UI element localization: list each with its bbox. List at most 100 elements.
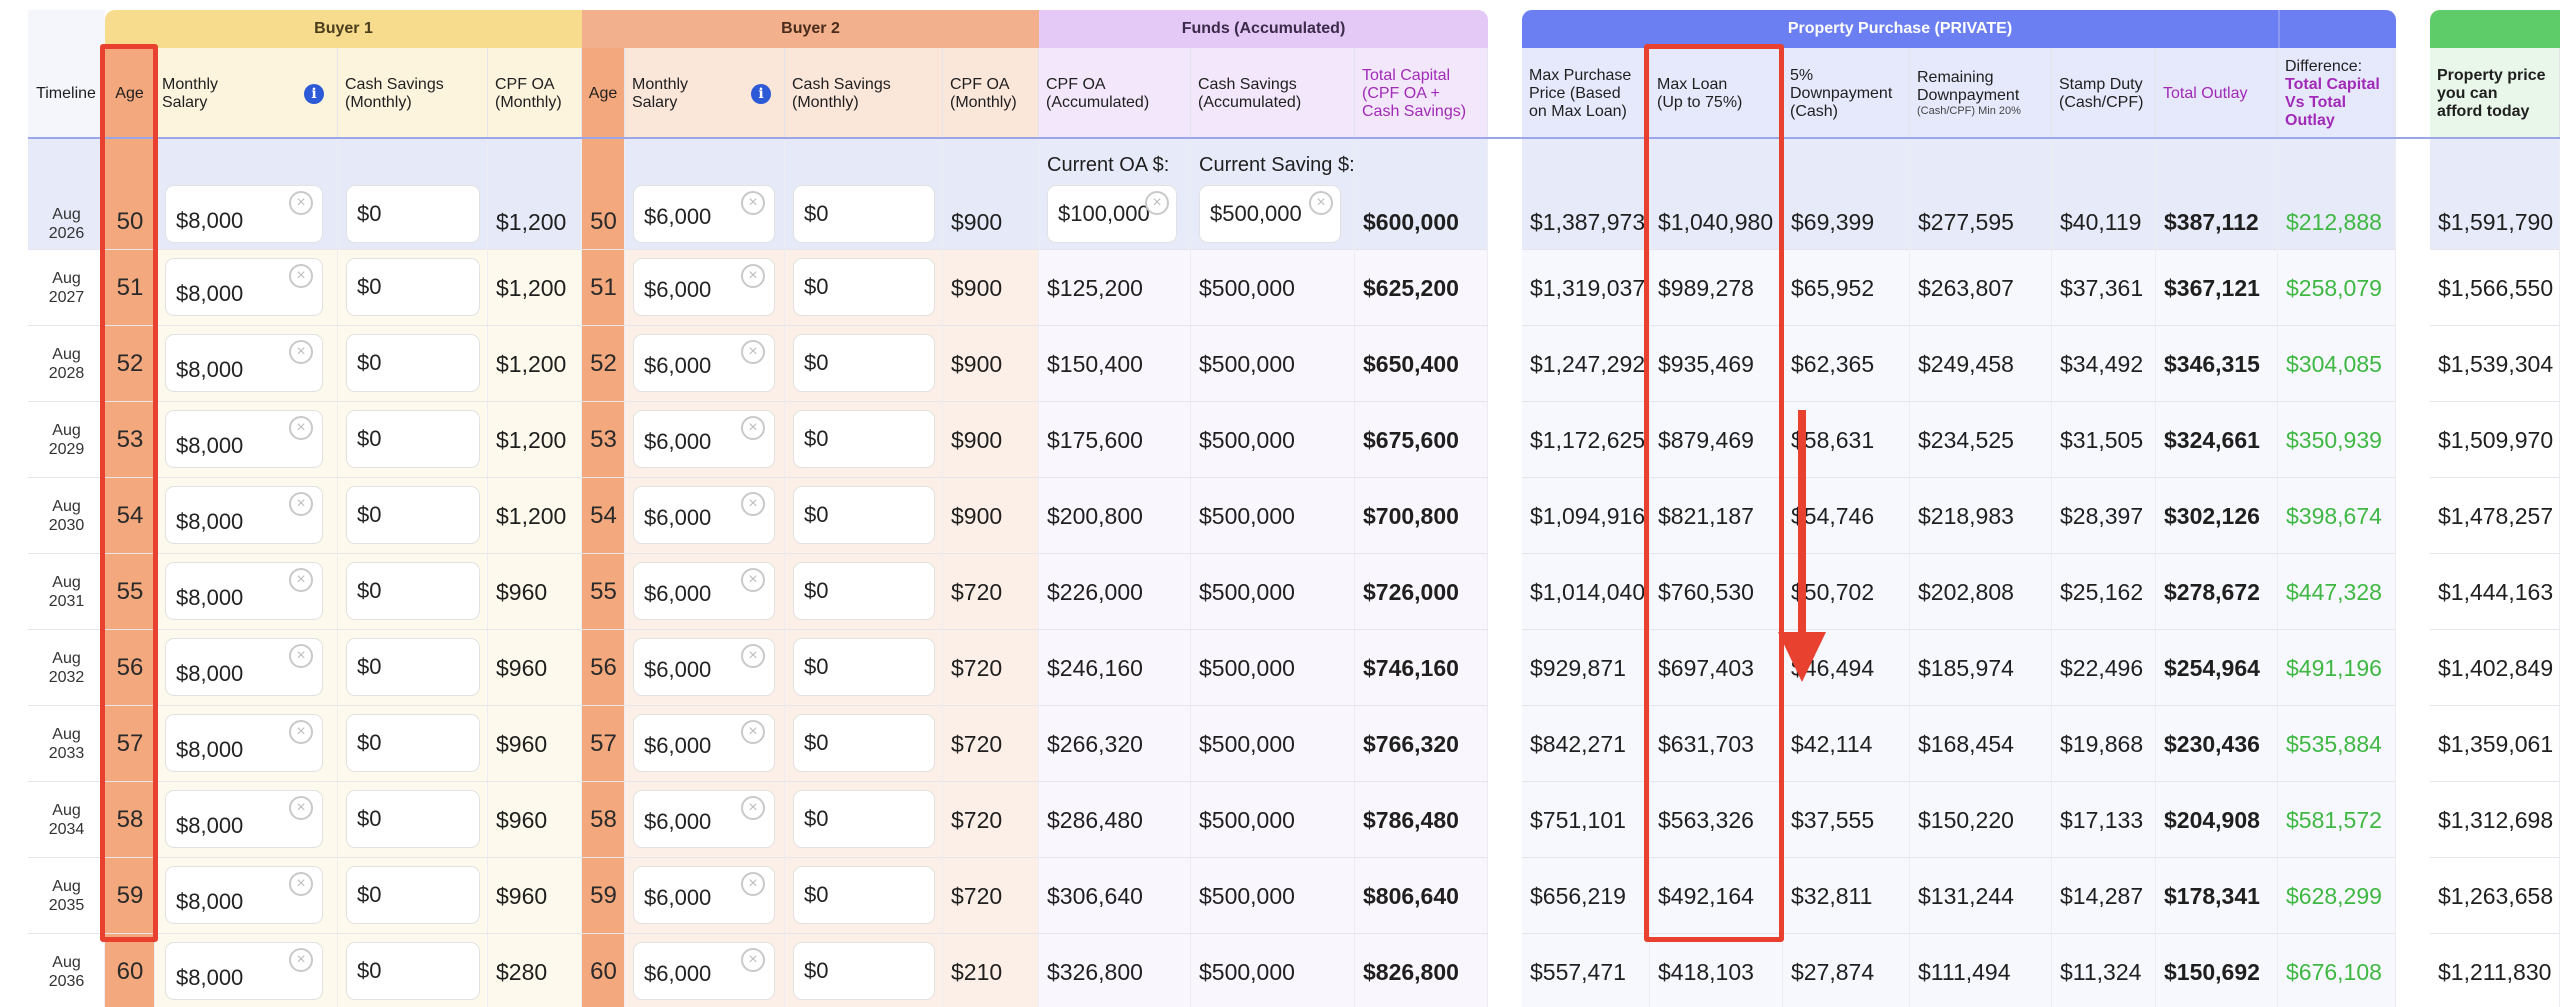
cell-age2 [582,478,625,554]
timeline-month: Aug [52,650,81,667]
cell-maxloan [1650,782,1783,858]
cell-gap1 [1488,478,1522,554]
cash-savings-input-buyer1[interactable]: $0 [346,942,480,1000]
cell-stamp [2052,478,2156,554]
info-icon[interactable]: i [751,84,771,104]
header-monthly-salary-buyer1-line: Monthly [162,75,219,93]
cash-savings-input-buyer2[interactable]: $0 [793,185,935,243]
input-value: $0 [804,882,829,907]
cash-savings-input-buyer2[interactable]: $0 [793,790,935,848]
input-value: $0 [804,958,829,983]
input-value: $8,000 [176,357,244,382]
value-total: $726,000 [1363,578,1459,605]
cell-diff [2278,934,2396,1007]
cash-savings-input-buyer1[interactable]: $0 [346,185,480,243]
clear-input-icon[interactable]: × [289,720,313,744]
cell-cpf2 [943,782,1039,858]
clear-input-icon[interactable]: × [741,492,765,516]
clear-input-icon[interactable]: × [741,644,765,668]
header-5pct-downpayment: 5% Downpayment (Cash) [1783,48,1910,139]
salary-input-buyer1[interactable]: $8,000 [165,714,323,772]
value-cashacc: $500,000 [1199,958,1295,985]
clear-input-icon[interactable]: × [741,872,765,896]
cash-savings-input-buyer1[interactable]: $0 [346,866,480,924]
cash-savings-input-buyer2[interactable]: $0 [793,410,935,468]
clear-input-icon[interactable]: × [289,340,313,364]
cell-timeline [28,858,105,934]
clear-input-icon[interactable]: × [289,948,313,972]
cell-afford [2430,934,2560,1007]
cell-cashacc [1191,782,1355,858]
cash-savings-input-buyer2[interactable]: $0 [793,866,935,924]
cell-diff [2278,706,2396,782]
cash-savings-input-buyer2[interactable]: $0 [793,258,935,316]
clear-input-icon[interactable]: × [741,796,765,820]
header-property-price-afford-line: you can [2437,84,2498,102]
input-value: $8,000 [176,433,244,458]
header-cpf-oa-buyer2: CPF OA (Monthly) [943,48,1039,139]
clear-input-icon[interactable]: × [289,191,313,215]
cash-savings-input-buyer1[interactable]: $0 [346,258,480,316]
cell-stamp [2052,326,2156,402]
cash-savings-input-buyer1[interactable]: $0 [346,714,480,772]
value-diff: $447,328 [2286,578,2382,605]
clear-input-icon[interactable]: × [289,568,313,592]
cash-savings-input-buyer1[interactable]: $0 [346,486,480,544]
clear-input-icon[interactable]: × [289,492,313,516]
clear-input-icon[interactable]: × [741,191,765,215]
clear-input-icon[interactable]: × [289,796,313,820]
value-cpf2: $900 [951,350,1003,377]
clear-input-icon[interactable]: × [1309,191,1333,215]
cash-savings-input-buyer2[interactable]: $0 [793,562,935,620]
clear-input-icon[interactable]: × [741,340,765,364]
header-timeline-line: Timeline [36,84,96,102]
current-saving-label: Current Saving $: [1199,153,1355,176]
clear-input-icon[interactable]: × [1145,191,1169,215]
timeline-year: 2034 [48,821,85,838]
value-afford: $1,509,970 [2438,426,2554,453]
cash-savings-input-buyer1[interactable]: $0 [346,790,480,848]
cell-gap2 [2396,250,2430,326]
value-maxprice: $842,271 [1530,730,1626,757]
clear-input-icon[interactable]: × [741,720,765,744]
cell-diff [2278,630,2396,706]
value-afford: $1,478,257 [2438,502,2554,529]
cell-timeline [28,782,105,858]
cell-remdown [1910,934,2052,1007]
header-cash-savings-buyer2-line: Cash Savings [792,75,891,93]
cell-down5 [1783,934,1910,1007]
cash-savings-input-buyer1[interactable]: $0 [346,638,480,696]
cash-savings-input-buyer1[interactable]: $0 [346,562,480,620]
timeline-year: 2026 [48,225,85,242]
cash-savings-input-buyer2[interactable]: $0 [793,714,935,772]
clear-input-icon[interactable]: × [741,416,765,440]
cell-gap2 [2396,858,2430,934]
value-cpf2: $900 [951,426,1003,453]
value-cpfacc: $150,400 [1047,350,1143,377]
clear-input-icon[interactable]: × [741,948,765,972]
clear-input-icon[interactable]: × [289,416,313,440]
cash-savings-input-buyer2[interactable]: $0 [793,638,935,696]
cell-afford [2430,630,2560,706]
cash-savings-input-buyer1[interactable]: $0 [346,410,480,468]
cash-savings-input-buyer1[interactable]: $0 [346,334,480,392]
clear-input-icon[interactable]: × [289,872,313,896]
cell-maxprice [1522,554,1650,630]
clear-input-icon[interactable]: × [741,568,765,592]
value-remdown: $249,458 [1918,350,2014,377]
header-cash-savings-accumulated-line: Cash Savings [1198,75,1297,93]
clear-input-icon[interactable]: × [741,264,765,288]
cell-maxloan [1650,478,1783,554]
cash-savings-input-buyer2[interactable]: $0 [793,486,935,544]
salary-input-buyer2[interactable]: $6,000 [633,562,775,620]
info-icon[interactable]: i [304,84,324,104]
cash-savings-input-buyer2[interactable]: $0 [793,942,935,1000]
clear-input-icon[interactable]: × [289,644,313,668]
age-value: 54 [590,502,617,529]
cell-age2 [582,858,625,934]
cell-age2 [582,402,625,478]
cell-maxprice [1522,706,1650,782]
cash-savings-input-buyer2[interactable]: $0 [793,334,935,392]
clear-input-icon[interactable]: × [289,264,313,288]
age-value: 52 [116,350,144,377]
